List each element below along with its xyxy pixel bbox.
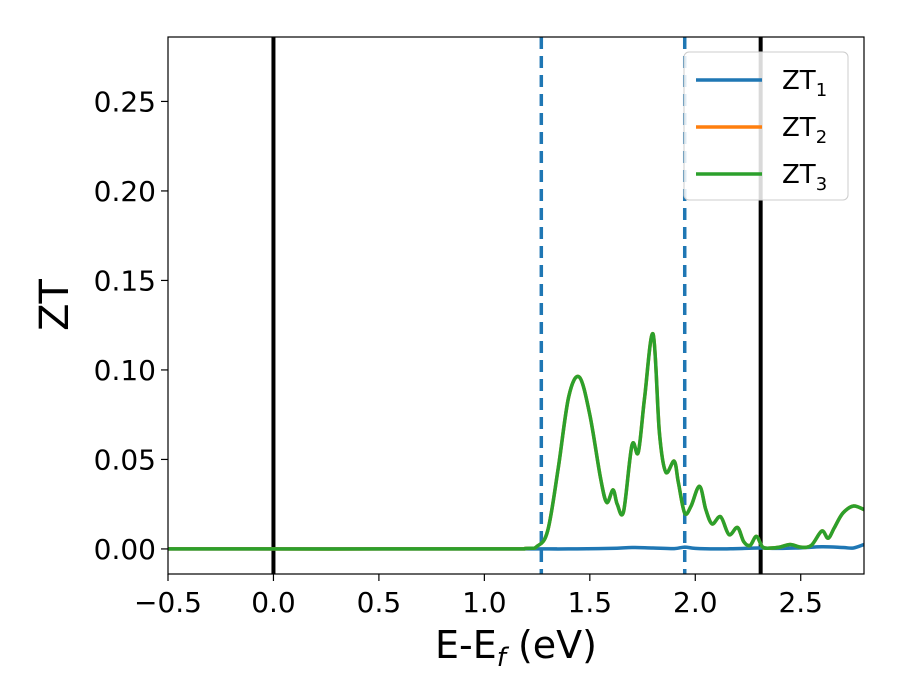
y-tick-label: 0.00 xyxy=(94,533,156,566)
x-tick-label: 0.0 xyxy=(251,586,296,619)
x-tick-label: 2.0 xyxy=(673,586,718,619)
x-axis-title: E-Ef (eV) xyxy=(435,623,597,673)
legend-label-zt1: ZT1 xyxy=(782,66,827,101)
y-tick-label: 0.15 xyxy=(94,264,156,297)
y-tick-label: 0.10 xyxy=(94,354,156,387)
series-line-zt3 xyxy=(168,332,864,551)
x-axis-title-unit: (eV) xyxy=(506,623,597,667)
y-axis-title: ZT xyxy=(32,279,78,331)
legend-label-zt3: ZT3 xyxy=(782,160,827,195)
x-tick-label: −0.5 xyxy=(134,586,202,619)
y-tick-label: 0.05 xyxy=(94,443,156,476)
plot-frame xyxy=(167,36,865,575)
x-tick-label: 2.5 xyxy=(778,586,823,619)
x-axis-title-main: E-E xyxy=(435,623,497,667)
legend-box xyxy=(683,51,849,201)
x-tick-label: 1.5 xyxy=(568,586,613,619)
legend: ZT1 ZT2 ZT3 xyxy=(683,51,849,201)
y-tick-label: 0.20 xyxy=(94,175,156,208)
series-line-zt1 xyxy=(168,542,864,551)
x-tick-label: 1.0 xyxy=(462,586,507,619)
legend-label-zt2: ZT2 xyxy=(782,113,827,148)
y-tick-label: 0.25 xyxy=(94,85,156,118)
x-tick-label: 0.5 xyxy=(357,586,402,619)
